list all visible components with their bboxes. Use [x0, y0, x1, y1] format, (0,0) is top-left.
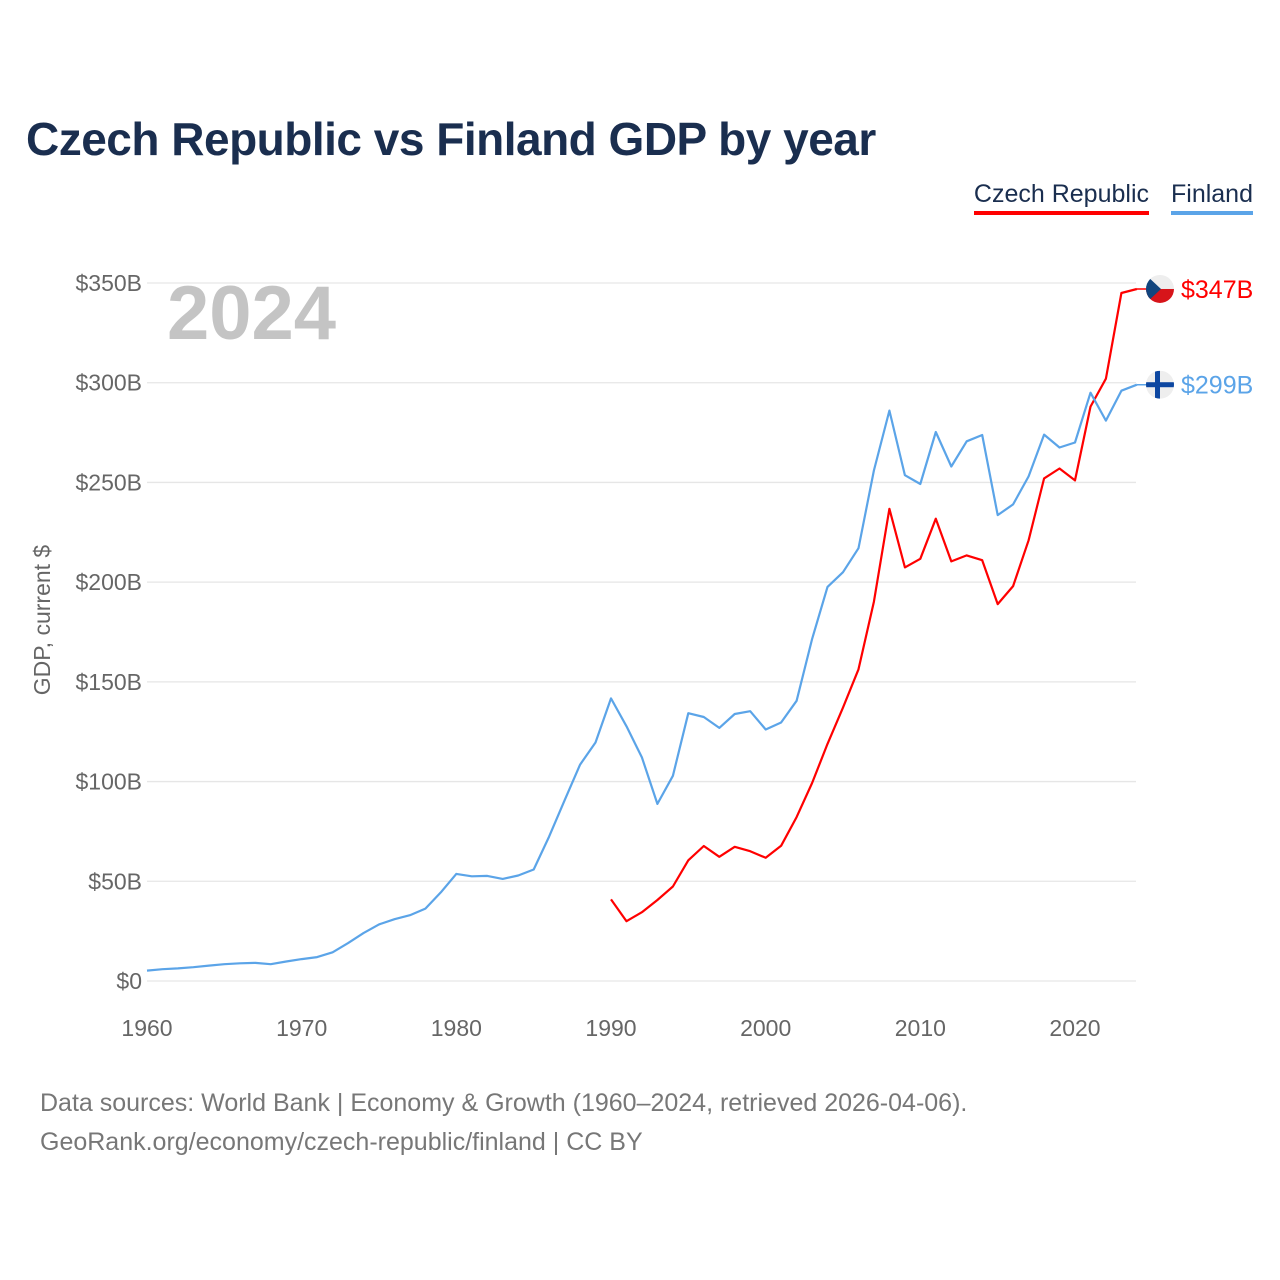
end-value-label: $347B: [1181, 276, 1253, 304]
x-tick-label: 2010: [895, 1015, 946, 1041]
x-tick-label: 2020: [1049, 1015, 1100, 1041]
flag-body: [1146, 274, 1174, 303]
flag-body: [1146, 370, 1174, 399]
y-tick-label: $250B: [75, 469, 142, 495]
legend: Czech Republic Finland: [973, 180, 1253, 215]
year-overlay: 2024: [167, 271, 336, 356]
series-line-finland: [146, 383, 1138, 972]
chart-title: Czech Republic vs Finland GDP by year: [26, 113, 876, 165]
x-tick-label: 1990: [585, 1015, 636, 1041]
y-tick-label: $50B: [88, 868, 142, 894]
end-value-label: $299B: [1181, 372, 1253, 400]
x-tick-label: 1980: [431, 1015, 482, 1041]
y-tick-label: $200B: [75, 569, 142, 595]
source-line-1: Data sources: World Bank | Economy & Gro…: [40, 1089, 968, 1117]
flag-cross-v: [1155, 370, 1160, 399]
y-tick-label: $0: [116, 968, 142, 994]
y-tick-label: $300B: [75, 370, 142, 396]
legend-item-finland[interactable]: Finland: [1171, 180, 1253, 215]
x-tick-label: 1960: [121, 1015, 172, 1041]
legend-item-czech-republic[interactable]: Czech Republic: [973, 180, 1149, 215]
x-tick-label: 2000: [740, 1015, 791, 1041]
flag-blue: [1146, 274, 1161, 303]
finland-flag-icon: [1146, 370, 1174, 399]
y-tick-label: $150B: [75, 669, 142, 695]
series-line-czech-republic: [610, 287, 1138, 923]
x-tick-label: 1970: [276, 1015, 327, 1041]
y-tick-label: $350B: [75, 270, 142, 296]
y-tick-label: $100B: [75, 769, 142, 795]
czech-flag-icon: [1146, 274, 1174, 303]
source-line-2[interactable]: GeoRank.org/economy/czech-republic/finla…: [40, 1128, 643, 1156]
y-axis-label: GDP, current $: [29, 545, 55, 696]
source-note: Data sources: World Bank | Economy & Gro…: [40, 1084, 967, 1162]
